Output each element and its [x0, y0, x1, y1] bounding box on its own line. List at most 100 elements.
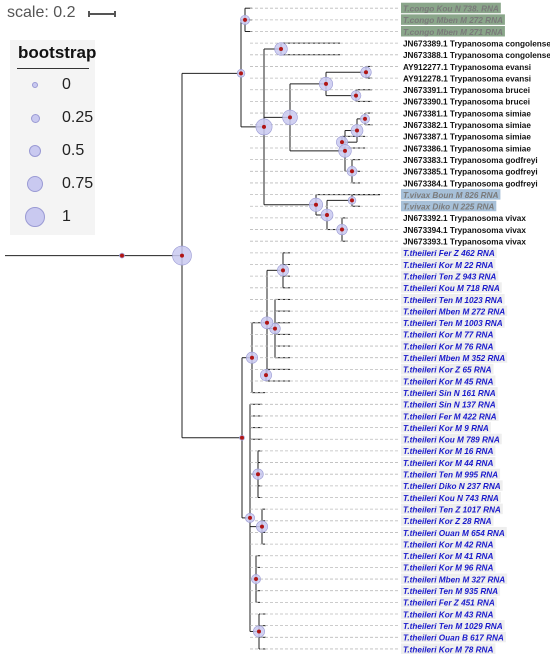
leaf-label: T.vivax Boun M 826 RNA — [403, 191, 498, 200]
node-marker — [288, 115, 292, 120]
leaf-label: T.congo Mben M 271 RNA — [403, 28, 503, 37]
node-marker — [260, 524, 264, 529]
leaf-label: T.theileri Kor M 9 RNA — [403, 424, 489, 433]
node-marker — [364, 70, 368, 75]
leaf-guide-lines — [250, 7, 400, 650]
leaf-label: T.theileri Kor M 41 RNA — [403, 552, 493, 561]
leaf-label: JN673381.1 Trypanosoma simiae — [403, 109, 531, 118]
leaf-label: T.theileri Kor M 96 RNA — [403, 564, 493, 573]
node-marker — [248, 515, 252, 520]
leaf-label: T.theileri Kou M 718 RNA — [403, 284, 500, 293]
leaf-highlight — [401, 620, 505, 631]
leaf-label: JN673392.1 Trypanosoma vivax — [403, 214, 526, 223]
leaf-highlight — [401, 515, 494, 526]
leaf-label: T.theileri Kor M 45 RNA — [403, 377, 493, 386]
leaf-highlight — [401, 480, 503, 491]
bootstrap-0-circle — [32, 82, 38, 88]
leaf-highlight — [401, 200, 497, 212]
legend-divider — [17, 68, 89, 69]
leaf-label: JN673382.1 Trypanosoma simiae — [403, 121, 531, 130]
leaf-label: T.theileri Ouan B 617 RNA — [403, 634, 504, 643]
node-marker — [265, 320, 269, 325]
leaf-label: T.theileri Ten Z 943 RNA — [403, 272, 496, 281]
leaf-label: T.congo Mben M 272 RNA — [403, 16, 503, 25]
leaf-highlight — [401, 573, 508, 585]
leaf-highlight — [401, 550, 496, 561]
node-marker — [254, 577, 258, 582]
leaf-highlight — [401, 468, 501, 480]
leaf-label: T.theileri Kor Z 28 RNA — [403, 517, 492, 526]
leaf-label: T.theileri Kor Z 65 RNA — [403, 366, 492, 375]
leaf-highlight — [401, 457, 496, 468]
node-marker — [262, 124, 266, 129]
leaf-highlight — [401, 422, 491, 433]
leaf-labels: T.congo Kou N 738. RNA T.congo Mben M 272… — [401, 2, 550, 654]
leaf-label: T.theileri Fer Z 462 RNA — [403, 249, 495, 258]
leaf-label: T.theileri Ten M 1003 RNA — [403, 319, 503, 328]
leaf-highlight — [401, 340, 496, 352]
leaf-label: T.theileri Mben M 272 RNA — [403, 307, 505, 316]
leaf-label: T.theileri Ten Z 1017 RNA — [403, 505, 501, 514]
leaf-label: JN673388.1 Trypanosoma congolense — [403, 51, 550, 60]
bootstrap-075-circle — [27, 176, 43, 192]
leaf-highlight — [401, 492, 501, 503]
leaf-label: JN673385.1 Trypanosoma godfreyi — [403, 168, 538, 177]
scale-bar — [88, 11, 116, 17]
leaf-label: T.theileri Sin N 137 RNA — [403, 401, 496, 410]
leaf-highlight — [401, 387, 498, 398]
leaf-label: T.congo Kou N 738. RNA — [403, 5, 499, 14]
legend-label: 0.5 — [62, 142, 85, 159]
leaf-highlight — [401, 247, 497, 258]
bootstrap-05-circle — [29, 145, 41, 157]
node-markers — [120, 17, 368, 634]
node-marker — [279, 46, 283, 51]
leaf-highlight — [401, 596, 497, 608]
leaf-label: T.theileri Kou N 743 RNA — [403, 494, 499, 503]
node-marker — [256, 472, 260, 477]
leaf-highlight — [401, 608, 496, 619]
leaf-label: T.theileri Fer Z 451 RNA — [403, 599, 495, 608]
node-marker — [180, 253, 184, 258]
node-marker — [350, 169, 354, 174]
leaf-label: JN673389.1 Trypanosoma congolense — [403, 39, 550, 48]
node-marker — [363, 116, 367, 121]
node-marker — [239, 71, 243, 76]
leaf-highlight — [401, 305, 508, 317]
leaf-highlight — [401, 270, 499, 282]
node-marker — [250, 355, 254, 360]
legend-label: 0.75 — [62, 175, 94, 192]
leaf-highlight — [401, 26, 505, 37]
scale-label: scale: 0.2 — [7, 4, 76, 21]
legend-item: 0.5 — [10, 140, 95, 164]
leaf-highlight — [401, 643, 496, 654]
leaf-highlight — [401, 293, 505, 305]
legend-item: 1 — [10, 206, 95, 230]
node-marker — [257, 629, 261, 634]
leaf-highlight — [401, 538, 496, 550]
leaf-label: JN673390.1 Trypanosoma brucei — [403, 98, 530, 107]
node-marker — [340, 227, 344, 232]
leaf-label: T.theileri Fer M 422 RNA — [403, 412, 497, 421]
leaf-highlight — [401, 631, 506, 643]
leaf-label: JN673393.1 Trypanosoma vivax — [403, 238, 526, 247]
leaf-label: T.theileri Ten M 935 RNA — [403, 587, 498, 596]
leaf-label: T.theileri Sin N 161 RNA — [403, 389, 496, 398]
node-marker — [243, 17, 247, 22]
node-marker — [264, 373, 268, 378]
leaf-label: JN673384.1 Trypanosoma godfreyi — [403, 179, 538, 188]
leaf-highlight — [401, 282, 502, 293]
leaf-label: T.theileri Kou M 789 RNA — [403, 436, 500, 445]
node-marker — [273, 326, 277, 331]
leaf-highlight — [401, 259, 496, 270]
leaf-label: T.theileri Kor M 76 RNA — [403, 342, 493, 351]
legend-label: 0.25 — [62, 109, 94, 126]
bootstrap-legend: bootstrap 0 0.25 0.5 0.75 1 — [10, 40, 96, 235]
leaf-label: JN673386.1 Trypanosoma simiae — [403, 144, 531, 153]
bootstrap-1-circle — [25, 207, 45, 227]
node-marker — [343, 148, 347, 153]
bootstrap-bubbles — [119, 14, 372, 638]
leaf-label: JN673383.1 Trypanosoma godfreyi — [403, 156, 538, 165]
node-marker — [324, 81, 328, 86]
leaf-label: T.theileri Kor M 16 RNA — [403, 447, 493, 456]
